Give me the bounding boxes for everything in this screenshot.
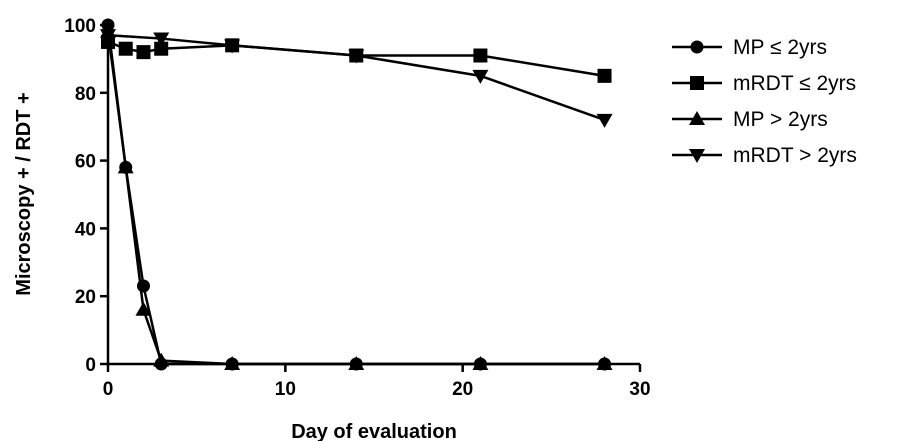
legend-marker [689, 149, 705, 163]
data-point [154, 41, 169, 56]
y-tick-label: 20 [75, 287, 96, 308]
data-point [136, 45, 151, 60]
series-layer [100, 18, 613, 371]
legend-label: mRDT ≤ 2yrs [733, 72, 856, 95]
axes [106, 25, 640, 366]
series-triangle-down [100, 29, 613, 128]
x-tick-label: 10 [275, 379, 296, 400]
legend-entry: mRDT > 2yrs [672, 144, 857, 167]
legend-entry: MP > 2yrs [672, 108, 828, 131]
legend-label: MP > 2yrs [733, 108, 828, 131]
data-point [153, 32, 170, 47]
data-point [472, 356, 489, 370]
data-point [117, 159, 134, 174]
y-tick-label: 60 [75, 152, 96, 173]
legend-label: mRDT > 2yrs [733, 144, 857, 167]
legend-marker [690, 40, 704, 54]
legend: MP ≤ 2yrs mRDT ≤ 2yrs MP > 2yrs mRDT > 2yrs [672, 36, 857, 167]
data-point [224, 39, 241, 54]
data-point [473, 48, 488, 63]
series-line [106, 31, 605, 366]
legend-entry: mRDT ≤ 2yrs [672, 72, 856, 95]
legend-marker [689, 111, 705, 125]
y-tick-label: 100 [64, 16, 96, 37]
series-circle [101, 18, 612, 371]
y-tick-label: 0 [85, 355, 96, 376]
series-triangle-up [100, 23, 613, 370]
data-point [596, 113, 613, 128]
data-point [348, 356, 365, 370]
y-tick-label: 80 [75, 84, 96, 105]
y-axis-title: Microscopy + / RDT + [13, 92, 35, 295]
ticks: 0 10 20 30 0 20 40 60 80 100 [64, 16, 650, 400]
series-line [107, 33, 605, 122]
data-point [596, 356, 613, 370]
y-tick-label: 40 [75, 219, 96, 240]
x-tick-label: 0 [103, 379, 114, 400]
data-point [118, 41, 133, 56]
data-point [224, 356, 241, 370]
legend-entry: MP ≤ 2yrs [672, 36, 827, 59]
data-point [348, 49, 365, 64]
x-axis-title: Day of evaluation [291, 421, 457, 441]
x-tick-label: 30 [629, 379, 650, 400]
legend-label: MP ≤ 2yrs [733, 36, 827, 59]
data-point [100, 29, 116, 44]
data-point [135, 301, 152, 316]
data-point [153, 352, 170, 367]
series-line [106, 24, 605, 366]
data-point [472, 69, 489, 84]
data-point [597, 68, 612, 83]
x-tick-label: 20 [452, 379, 473, 400]
legend-marker [690, 76, 704, 90]
